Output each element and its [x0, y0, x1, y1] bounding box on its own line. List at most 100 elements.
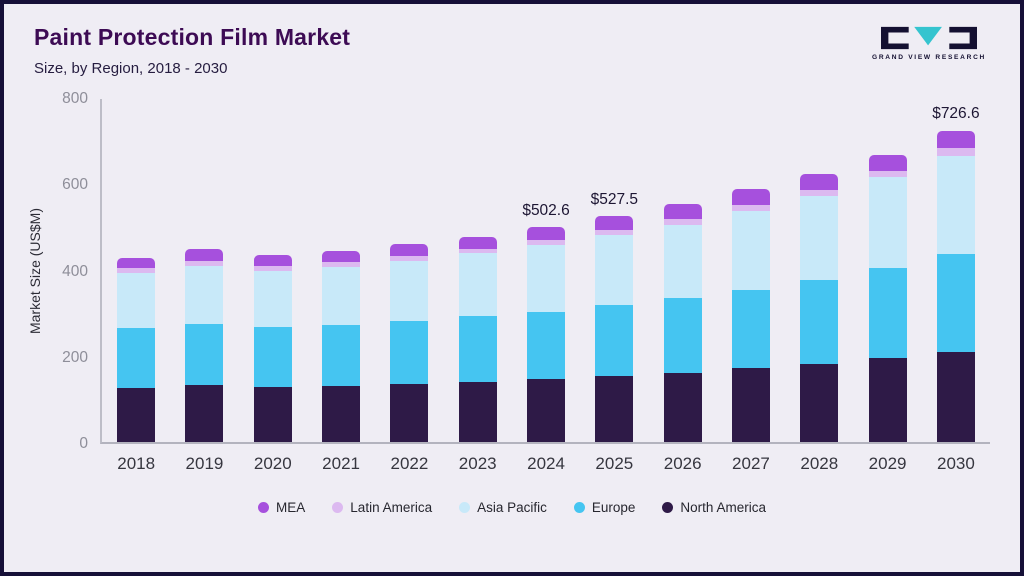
bar-segment-europe [731, 289, 770, 369]
y-tick-800: 800 [62, 90, 88, 107]
bar-segment-latin-america [936, 147, 975, 156]
bar-segment-mea [868, 154, 907, 171]
bar-segment-asia-pacific [322, 267, 361, 325]
y-axis-title-wrap: Market Size (US$M) [22, 99, 48, 444]
bar-2021 [322, 99, 361, 442]
bar-segment-asia-pacific [936, 155, 975, 255]
bar-value-label-2025: $527.5 [590, 190, 639, 208]
x-tick-2030: 2030 [936, 454, 975, 473]
bar-2022 [390, 99, 429, 442]
bar-segment-mea [117, 257, 156, 269]
bar-2029 [868, 99, 907, 442]
bar-column-2019 [170, 99, 238, 442]
y-tick-200: 200 [62, 348, 88, 366]
bar-segment-latin-america [527, 239, 566, 246]
bar-segment-latin-america [322, 262, 361, 268]
bar-column-2027 [717, 99, 785, 442]
gvr-logo-icon [881, 26, 977, 50]
y-tick-400: 400 [62, 262, 88, 280]
gvr-logo: GRAND VIEW RESEARCH [872, 26, 986, 61]
bar-segment-mea [253, 254, 292, 267]
bar-column-2025: $527.5 [580, 99, 648, 442]
bar-segment-north-america [458, 381, 497, 442]
bar-segment-mea [527, 226, 566, 240]
x-tick-2018: 2018 [117, 454, 156, 473]
bar-segment-mea [663, 204, 702, 219]
bar-column-2028 [785, 99, 853, 442]
bar-segment-mea [185, 249, 224, 262]
bar-segment-europe [800, 279, 839, 364]
legend: MEA Latin America Asia Pacific Europe North … [4, 500, 1020, 515]
bar-segment-asia-pacific [185, 266, 224, 325]
bar-segment-mea [800, 174, 839, 190]
bar-segment-europe [936, 254, 975, 352]
bar-segment-asia-pacific [253, 270, 292, 328]
y-tick-0: 0 [79, 435, 88, 452]
x-tick-2025: 2025 [595, 454, 634, 473]
bar-segment-europe [527, 311, 566, 379]
bar-segment-asia-pacific [663, 224, 702, 299]
y-tick-600: 600 [62, 176, 88, 194]
bar-2019 [185, 99, 224, 442]
bar-segment-europe [390, 321, 429, 385]
y-axis-ticks: 0 200 400 600 800 [48, 90, 100, 452]
bar-2024 [527, 99, 566, 442]
bar-segment-europe [253, 327, 292, 388]
bar-column-2023 [444, 99, 512, 442]
x-tick-2024: 2024 [527, 454, 565, 473]
page-title: Paint Protection Film Market [34, 24, 351, 50]
bar-segment-north-america [117, 388, 156, 442]
header: Paint Protection Film Market Size, by Re… [4, 4, 1020, 77]
bar-segment-mea [322, 251, 361, 263]
gvr-logo-text: GRAND VIEW RESEARCH [872, 54, 986, 61]
x-tick-2027: 2027 [732, 454, 770, 473]
y-axis-title: Market Size (US$M) [27, 208, 43, 335]
x-tick-2026: 2026 [663, 454, 702, 473]
bar-segment-europe [322, 324, 361, 387]
page-subtitle: Size, by Region, 2018 - 2030 [34, 60, 228, 77]
bar-segment-latin-america [800, 189, 839, 197]
legend-item-asia-pacific: Asia Pacific [459, 500, 547, 515]
x-tick-2022: 2022 [390, 454, 429, 473]
bar-segment-latin-america [731, 204, 770, 211]
bar-segment-europe [595, 305, 634, 377]
bar-column-2020 [239, 99, 307, 442]
bar-segment-north-america [322, 386, 361, 442]
bar-segment-asia-pacific [868, 177, 907, 268]
bar-segment-latin-america [595, 229, 634, 236]
legend-item-latin-america: Latin America [332, 500, 432, 515]
bar-segment-latin-america [253, 266, 292, 271]
bar-segment-europe [185, 324, 224, 386]
bar-2025 [595, 99, 634, 442]
x-tick-2023: 2023 [458, 454, 497, 473]
legend-dot-mea [258, 502, 270, 513]
legend-label: MEA [276, 500, 306, 515]
bar-segment-mea [595, 215, 634, 230]
x-tick-2020: 2020 [253, 454, 292, 473]
bar-segment-mea [458, 237, 497, 249]
legend-dot-europe [573, 502, 585, 513]
bar-segment-europe [458, 316, 497, 382]
bar-segment-latin-america [117, 268, 156, 273]
bar-column-2024: $502.6 [512, 99, 580, 442]
header-titles: Paint Protection Film Market Size, by Re… [34, 24, 350, 77]
bar-segment-north-america [936, 351, 975, 442]
bar-segment-asia-pacific [595, 235, 634, 306]
bar-segment-europe [663, 298, 702, 374]
bar-segment-mea [731, 189, 770, 205]
legend-label: North America [680, 500, 766, 515]
bar-column-2030: $726.6 [922, 99, 990, 442]
legend-item-north-america: North America [662, 500, 766, 515]
x-tick-2021: 2021 [322, 454, 360, 473]
legend-label: Latin America [350, 500, 433, 515]
legend-item-mea: MEA [258, 500, 305, 515]
bar-segment-north-america [253, 387, 292, 442]
bar-column-2021 [307, 99, 375, 442]
bar-value-label-2030: $726.6 [932, 105, 980, 123]
bar-segment-asia-pacific [800, 196, 839, 280]
bar-value-label-2024: $502.6 [522, 201, 570, 219]
bar-2030 [936, 99, 975, 442]
legend-item-europe: Europe [573, 500, 635, 515]
bar-segment-asia-pacific [731, 210, 770, 290]
bar-segment-north-america [527, 378, 566, 442]
